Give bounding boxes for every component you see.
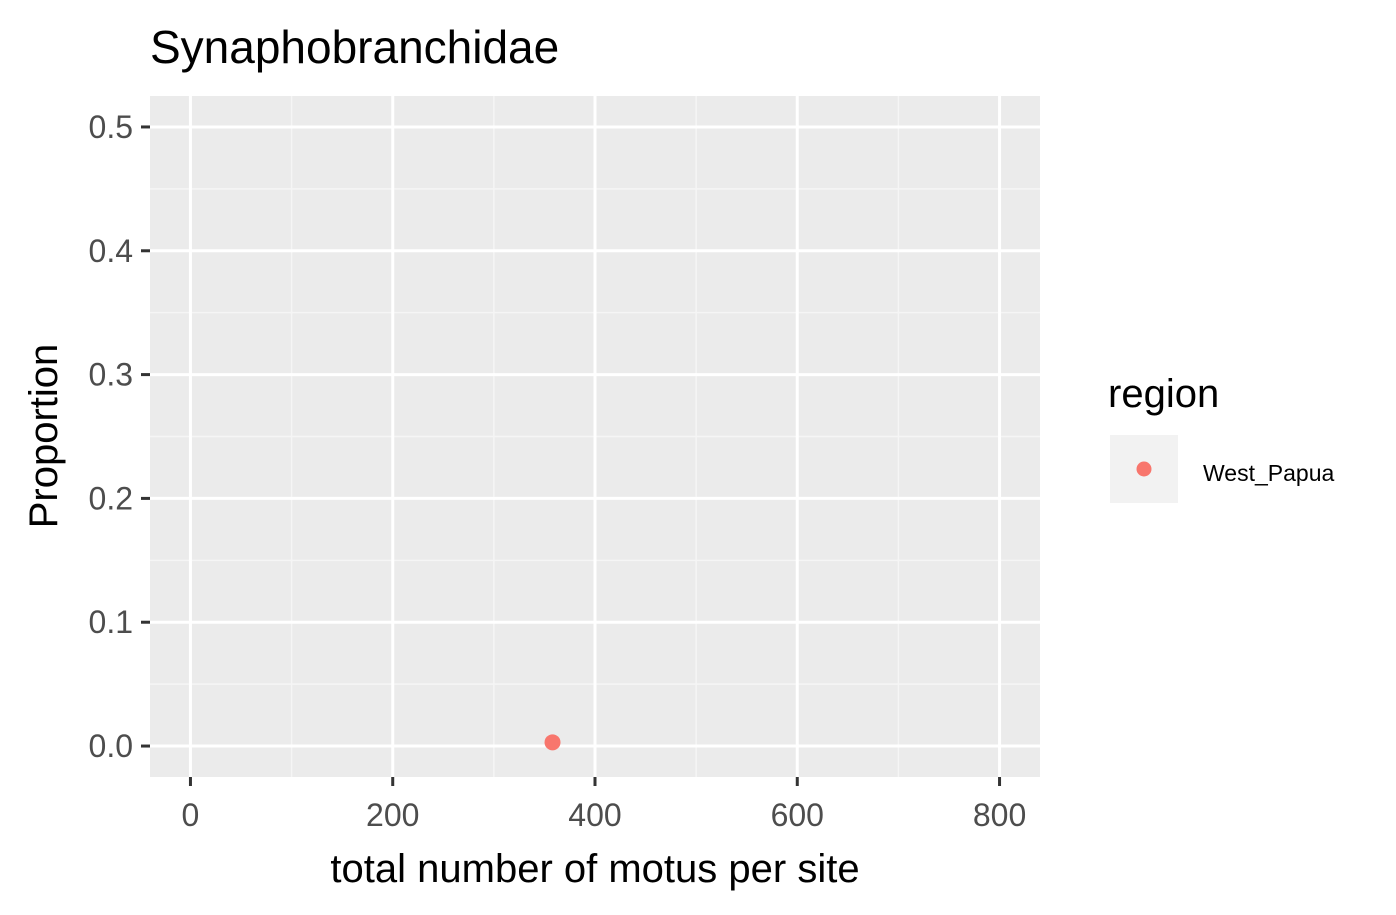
y-tick-label: 0.5 xyxy=(89,109,133,145)
major-gridlines xyxy=(150,96,1040,777)
legend-label-west-papua: West_Papua xyxy=(1203,460,1334,486)
x-tick-label: 400 xyxy=(568,797,621,833)
legend: region West_Papua xyxy=(1108,372,1334,503)
x-tick-label: 800 xyxy=(973,797,1026,833)
x-tick-label: 600 xyxy=(771,797,824,833)
legend-title: region xyxy=(1108,372,1219,416)
y-tick-label: 0.2 xyxy=(89,480,133,516)
chart-title: Synaphobranchidae xyxy=(150,21,559,73)
y-axis: 0.0 0.1 0.2 0.3 0.4 0.5 xyxy=(89,109,150,764)
data-points xyxy=(544,734,561,751)
data-point-west-papua xyxy=(544,734,561,751)
y-tick-label: 0.4 xyxy=(89,233,133,269)
y-tick-label: 0.1 xyxy=(89,604,133,640)
y-axis-title: Proportion xyxy=(22,344,66,529)
x-tick-label: 0 xyxy=(182,797,200,833)
y-tick-label: 0.3 xyxy=(89,357,133,393)
x-axis-title: total number of motus per site xyxy=(330,847,859,891)
x-tick-label: 200 xyxy=(366,797,419,833)
legend-key-point xyxy=(1136,461,1152,477)
x-axis: 0 200 400 600 800 xyxy=(182,777,1026,833)
y-tick-label: 0.0 xyxy=(89,728,133,764)
